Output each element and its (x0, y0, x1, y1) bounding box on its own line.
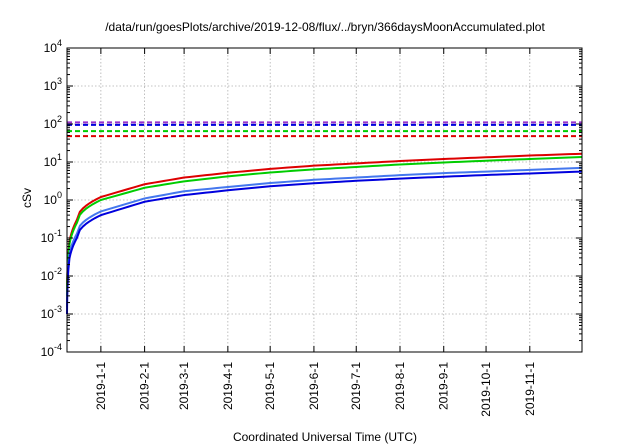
x-tick-label: 2019-4-1 (221, 362, 235, 410)
x-tick-label: 2019-8-1 (393, 362, 407, 410)
y-tick-label: 101 (44, 152, 62, 169)
y-tick-label: 102 (44, 114, 62, 131)
y-tick-label: 104 (44, 38, 62, 55)
y-tick-label: 10-1 (41, 228, 62, 245)
x-tick-label: 2019-1-1 (94, 362, 108, 410)
y-tick-label: 10-4 (41, 342, 62, 359)
x-tick-label: 2019-7-1 (349, 362, 363, 410)
series-line (66, 156, 583, 296)
x-tick-label: 2019-3-1 (177, 362, 191, 410)
x-tick-label: 2019-10-1 (479, 362, 493, 417)
tick-layer: 10-4 10-3 10-2 10-1 100 101 102 103 104 2019-1-1 2… (41, 38, 582, 417)
x-tick-label: 2019-9-1 (437, 362, 451, 410)
y-tick-label: 10-2 (41, 266, 62, 283)
y-tick-label: 100 (44, 190, 62, 207)
x-tick-label: 2019-5-1 (263, 362, 277, 410)
x-axis-label: Coordinated Universal Time (UTC) (233, 430, 417, 444)
y-axis-label: cSv (20, 188, 34, 208)
y-tick-label: 10-3 (41, 304, 62, 321)
series-line (66, 152, 583, 296)
y-tick-label: 103 (44, 76, 62, 93)
x-tick-label: 2019-6-1 (307, 362, 321, 410)
grid (67, 48, 582, 352)
series-line (66, 166, 583, 308)
chart-title: /data/run/goesPlots/archive/2019-12-08/f… (105, 20, 545, 34)
x-tick-label: 2019-2-1 (138, 362, 152, 410)
series-layer (66, 121, 583, 315)
series-line (66, 170, 583, 315)
x-tick-label: 2019-11-1 (523, 362, 537, 416)
